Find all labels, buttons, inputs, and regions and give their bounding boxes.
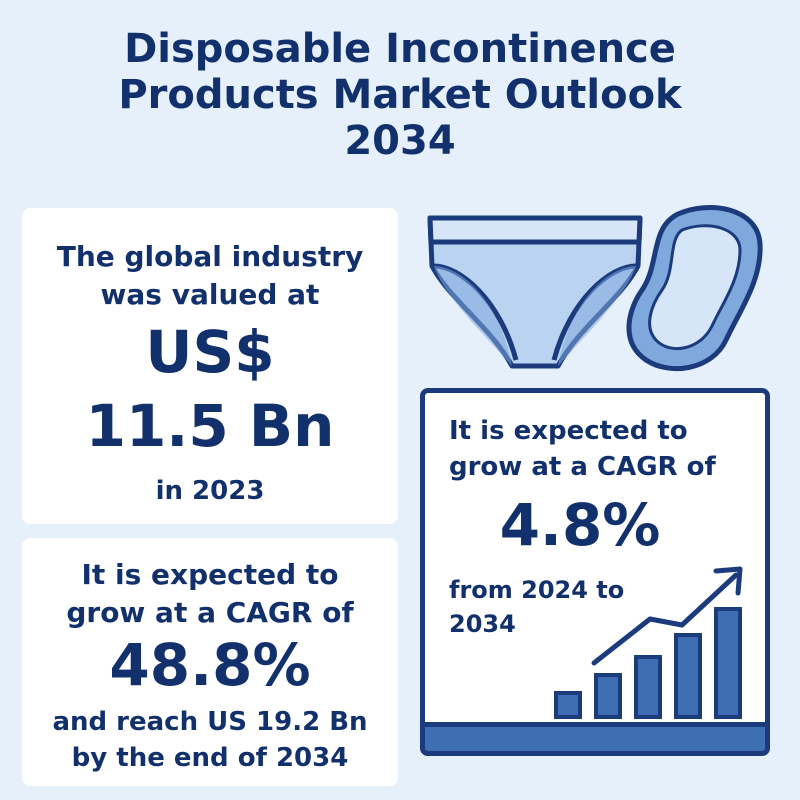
valuation-intro-line-1: The global industry: [56, 240, 364, 273]
chart-bar-5: [714, 607, 742, 719]
growth-period-line-1: from 2024 to: [449, 576, 625, 604]
product-illustration: [427, 205, 763, 372]
growth-intro-line-1: It is expected to: [449, 416, 688, 446]
reach-intro-line-2: grow at a CAGR of: [66, 596, 354, 629]
growth-cagr: 4.8%: [499, 491, 661, 559]
title-line-1: Disposable Incontinence: [124, 26, 676, 72]
reach-outro-line-2: by the end of 2034: [71, 743, 349, 773]
valuation-intro-line-2: was valued at: [100, 278, 320, 311]
underwear-icon: [427, 215, 643, 369]
chart-bar-4: [674, 633, 702, 719]
title-line-2: Products Market Outlook: [118, 72, 682, 118]
reach-intro-line-1: It is expected to: [81, 558, 339, 591]
valuation-year: in 2023: [155, 476, 265, 506]
valuation-currency: US$: [145, 318, 275, 386]
reach-outro-line-1: and reach US 19.2 Bn: [52, 707, 368, 737]
reach-intro: It is expected to grow at a CAGR of: [22, 556, 398, 632]
page-title: Disposable Incontinence Products Market …: [0, 26, 800, 164]
valuation-card: The global industry was valued at US$ 11…: [22, 208, 398, 524]
reach-cagr: 48.8%: [109, 631, 311, 699]
growth-intro-line-2: grow at a CAGR of: [449, 452, 716, 482]
growth-period: from 2024 to 2034: [449, 573, 624, 641]
panel-base: [420, 722, 770, 756]
title-line-3: 2034: [344, 118, 456, 164]
chart-bar-3: [634, 655, 662, 719]
reach-card: It is expected to grow at a CAGR of 48.8…: [22, 538, 398, 786]
chart-bar-2: [594, 673, 622, 719]
pad-icon: [626, 205, 763, 372]
growth-period-line-2: 2034: [449, 610, 516, 638]
up-right-arrow-icon: [591, 566, 743, 666]
rising-bar-chart-icon: [554, 566, 743, 719]
growth-panel: It is expected to grow at a CAGR of 4.8%…: [420, 388, 770, 756]
growth-intro: It is expected to grow at a CAGR of: [449, 413, 716, 485]
valuation-intro: The global industry was valued at: [22, 238, 398, 314]
reach-outro: and reach US 19.2 Bn by the end of 2034: [22, 704, 398, 776]
chart-bar-1: [554, 691, 582, 719]
valuation-amount: 11.5 Bn: [85, 392, 335, 460]
